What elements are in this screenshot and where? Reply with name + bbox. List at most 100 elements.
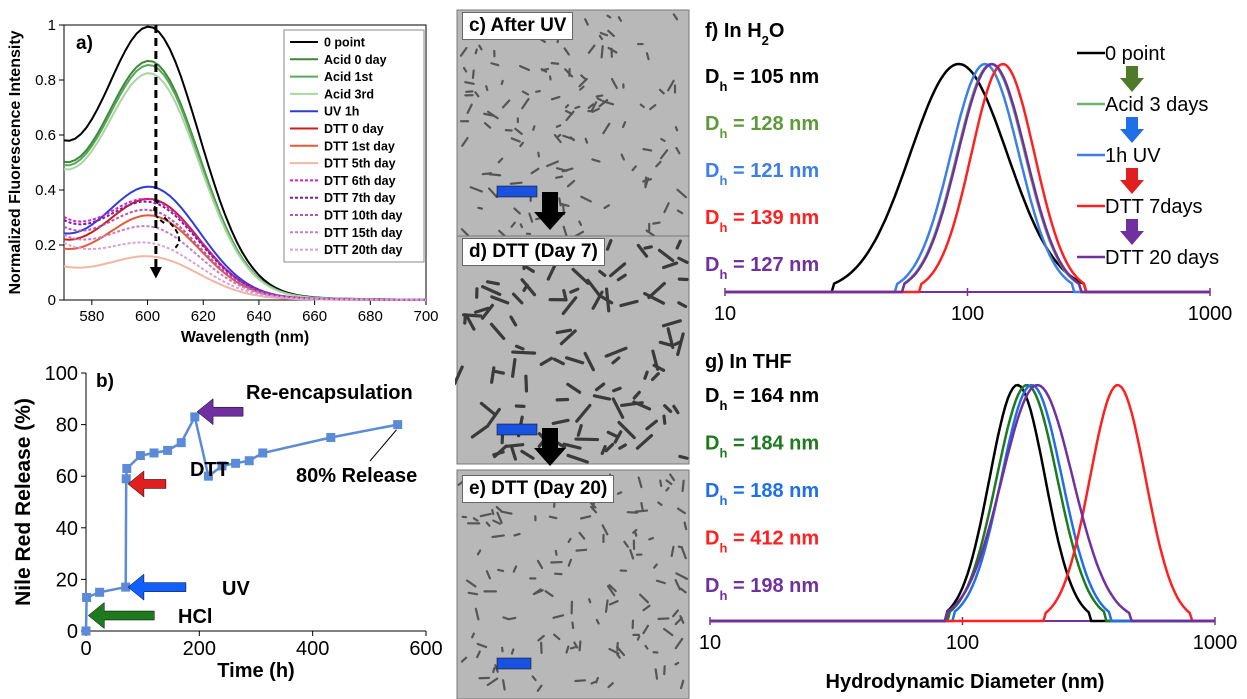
tem-texture-mark	[645, 52, 650, 61]
tem-texture-mark	[644, 644, 649, 650]
tem-texture-mark	[535, 89, 541, 93]
tem-texture-mark	[657, 501, 663, 507]
panel-a-ytick-label: 0	[48, 292, 56, 309]
tem-texture-mark	[636, 635, 641, 641]
tem-texture-mark	[559, 329, 577, 346]
tem-texture-mark	[474, 607, 480, 621]
panel-b-arrow-hcl	[87, 601, 155, 630]
tem-texture-mark	[524, 374, 529, 393]
tem-texture-mark	[607, 46, 618, 54]
panel-a-ytick-label: 0.4	[35, 182, 56, 199]
tem-texture-mark	[460, 228, 470, 237]
tem-texture-mark	[591, 158, 601, 163]
tem-texture-mark	[644, 177, 650, 189]
tem-texture-mark	[558, 197, 562, 207]
tem-texture-mark	[674, 126, 679, 132]
tem-texture-mark	[612, 386, 622, 393]
tem-images	[455, 9, 690, 699]
panel-f-legend-label: DTT 20 days	[1105, 247, 1219, 269]
tem-texture-mark	[648, 536, 655, 541]
tem-texture-mark	[573, 641, 579, 649]
tem-texture-mark	[669, 473, 676, 482]
panel-b-annotation: DTT	[190, 459, 229, 481]
tem-texture-mark	[492, 667, 496, 674]
panel-g-xtick-label: 1000	[1193, 632, 1238, 654]
tem-texture-mark	[483, 122, 492, 129]
tem-texture-mark	[660, 137, 666, 142]
tem-texture-mark	[600, 45, 604, 59]
panel-b-ytick-label: 0	[67, 621, 78, 643]
tem-caption-d: d) DTT (Day 7)	[462, 238, 605, 266]
tem-texture-mark	[574, 230, 585, 238]
tem-texture-mark	[502, 616, 510, 621]
tem-caption-c: c) After UV	[462, 12, 574, 40]
panel-b-pointer-line	[369, 429, 397, 462]
tem-texture-mark	[591, 107, 600, 113]
tem-texture-mark	[553, 133, 562, 144]
tem-image-frame	[456, 469, 690, 699]
tem-texture-mark	[672, 404, 680, 415]
tem-texture-mark	[455, 365, 464, 386]
tem-texture-mark	[599, 31, 609, 37]
panel-g-label: g) In THF	[705, 351, 792, 373]
panel-b-ytick-label: 60	[56, 466, 78, 488]
tem-texture-mark	[643, 370, 649, 380]
panel-b-arrow-reencapsulation	[196, 398, 244, 426]
tem-texture-mark	[575, 548, 588, 552]
tem-texture-mark	[507, 616, 517, 621]
tem-texture-mark	[595, 618, 600, 625]
tem-texture-mark	[505, 443, 525, 448]
tem-texture-mark	[555, 328, 573, 335]
panel-b-data-point	[326, 433, 336, 442]
tem-texture-mark	[560, 202, 570, 208]
tem-texture-mark	[639, 103, 645, 109]
panel-f-dh-label: Dh = 105 nm	[705, 66, 819, 94]
tem-texture-mark	[578, 220, 583, 226]
panel-g-dh-label: Dh = 188 nm	[705, 480, 819, 508]
tem-texture-mark	[608, 584, 617, 593]
panel-b-xlabel: Time (h)	[217, 660, 294, 682]
panel-g-dh-label: Dh = 412 nm	[705, 528, 819, 556]
tem-texture-mark	[567, 537, 572, 544]
panel-a-legend-label: Acid 1st	[324, 70, 373, 84]
panel-a-xlabel: Wavelength (nm)	[181, 329, 309, 346]
tem-texture-mark	[674, 637, 684, 650]
tem-texture-mark	[590, 680, 597, 685]
tem-image-frame	[456, 9, 690, 239]
tem-texture-mark	[461, 136, 469, 147]
tem-texture-mark	[636, 243, 649, 258]
tem-texture-mark	[552, 614, 565, 619]
tem-texture-mark	[479, 401, 497, 417]
tem-texture-mark	[462, 66, 468, 73]
panel-b-data-point	[163, 445, 173, 455]
tem-texture-mark	[676, 332, 685, 357]
panel-f-legend-arrow	[1120, 219, 1144, 245]
tem-texture-mark	[555, 167, 568, 172]
tem-texture-mark	[623, 540, 630, 548]
tem-texture-mark	[659, 479, 663, 488]
tem-texture-mark	[680, 546, 687, 560]
tem-scale-bar	[496, 657, 532, 670]
tem-texture-mark	[604, 287, 611, 313]
tem-texture-mark	[665, 479, 673, 486]
tem-texture-mark	[510, 446, 518, 461]
tem-texture-mark	[670, 545, 675, 558]
tem-texture-mark	[611, 397, 625, 419]
tem-texture-mark	[647, 281, 666, 300]
panel-a-legend-label: DTT 20th day	[324, 243, 403, 257]
tem-texture-mark	[650, 372, 660, 382]
tem-texture-mark	[662, 414, 667, 425]
panel-f-dh-label: Dh = 121 nm	[705, 160, 819, 188]
tem-texture-mark	[544, 590, 554, 598]
panel-a-legend-label: DTT 1st day	[324, 139, 395, 153]
tem-texture-mark	[551, 418, 570, 426]
panel-b-xtick-label: 600	[409, 638, 442, 660]
tem-texture-mark	[553, 633, 561, 641]
tem-texture-mark	[588, 598, 592, 604]
tem-texture-mark	[519, 64, 531, 72]
tem-texture-mark	[587, 44, 596, 54]
tem-texture-mark	[537, 634, 545, 642]
tem-texture-mark	[679, 615, 685, 624]
tem-texture-mark	[683, 521, 688, 531]
tem-texture-mark	[584, 137, 589, 144]
